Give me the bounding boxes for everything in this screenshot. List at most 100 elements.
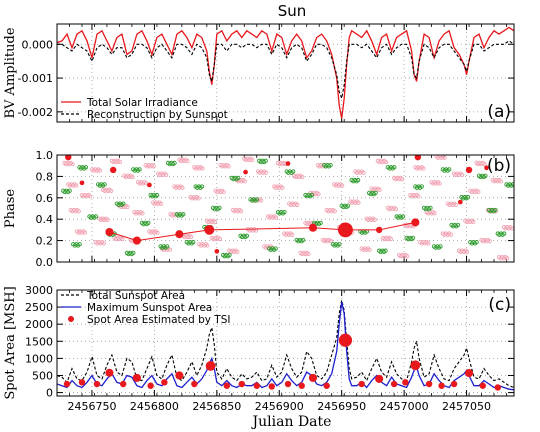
point-green	[465, 195, 471, 200]
point-pink	[432, 211, 437, 216]
point-green	[164, 244, 170, 249]
point-red	[119, 380, 127, 388]
point-pink	[367, 247, 372, 252]
y-tick-label: 2500	[25, 301, 53, 314]
point-pink	[151, 164, 156, 169]
point-pink	[442, 155, 447, 160]
point-pink	[416, 194, 421, 199]
point-red	[284, 380, 292, 388]
point-pink	[471, 219, 476, 225]
point-pink	[280, 185, 285, 190]
y-tick-label: 500	[32, 369, 53, 382]
point-pink	[498, 179, 503, 184]
plot-frame	[56, 23, 515, 123]
y-tick-label: 0.4	[36, 213, 54, 226]
point-green	[400, 214, 406, 219]
point-pink	[70, 162, 75, 167]
point-red	[109, 166, 117, 174]
point-red	[65, 155, 72, 161]
point-red	[79, 180, 85, 186]
point-pink	[109, 188, 114, 194]
y-tick-label: 0.8	[36, 170, 54, 183]
point-green	[355, 177, 361, 183]
panel-2: 0.0 0.2 0.4 0.6 0.8 1.0 (b) Phase	[3, 149, 515, 269]
point-green	[328, 162, 333, 168]
legend-entry: Spot Area Estimated by TSI	[68, 314, 230, 326]
y-tick-label: 1.0	[36, 149, 54, 162]
point-green	[419, 184, 424, 189]
legend-label: Maximum Sunspot Area	[87, 302, 212, 314]
point-pink	[130, 174, 135, 180]
point-green	[67, 188, 72, 193]
point-pink	[196, 196, 201, 201]
y-axis-label: Phase	[3, 189, 18, 229]
point-pink	[200, 166, 205, 171]
data-area	[61, 155, 514, 261]
point-green	[121, 201, 126, 206]
point-green	[392, 165, 397, 170]
panel-1: 0.000 -0.001 -0.002 (a) BV Amplitude Total So…	[3, 23, 515, 123]
point-red	[390, 380, 398, 388]
point-red	[410, 360, 421, 371]
point-green	[447, 167, 452, 172]
point-green	[345, 203, 351, 208]
y-tick-label: 0.0	[36, 256, 54, 269]
y-axis-label: Spot Area [MSH]	[3, 286, 18, 399]
y-tick-label: 1500	[25, 335, 53, 348]
point-green	[131, 250, 136, 255]
point-green	[438, 244, 443, 249]
x-tick-label: 2456850	[192, 400, 241, 413]
point-pink	[300, 174, 305, 180]
point-pink	[295, 202, 300, 207]
point-red	[243, 169, 248, 175]
point-green	[217, 205, 222, 211]
point-pink	[372, 217, 377, 222]
point-pink	[316, 191, 321, 197]
point-red	[175, 371, 184, 380]
point-green	[273, 246, 278, 251]
point-red	[438, 382, 445, 389]
point-pink	[238, 209, 244, 214]
point-red	[253, 382, 260, 389]
point-red	[484, 165, 489, 171]
data-area	[57, 26, 514, 119]
panel-label: (b)	[487, 156, 511, 176]
point-red	[205, 361, 216, 371]
point-red	[338, 333, 353, 347]
point-red	[268, 383, 275, 390]
point-green	[510, 182, 514, 187]
phase-connector-line	[109, 221, 416, 242]
x-tick-label: 2456800	[130, 400, 179, 413]
point-green	[309, 192, 315, 198]
point-red	[132, 373, 141, 382]
point-red	[308, 373, 318, 382]
x-tick-label: 2456900	[255, 400, 304, 413]
plot-frame	[56, 154, 515, 263]
point-pink	[263, 170, 269, 175]
point-green	[137, 167, 142, 172]
legend-entry: Maximum Sunspot Area	[61, 302, 212, 314]
point-red	[358, 380, 365, 388]
point-pink	[205, 243, 210, 248]
point-pink	[290, 232, 295, 237]
series-line-reconstruction-by-sunspot	[57, 40, 514, 101]
point-red	[191, 380, 198, 388]
point-red	[298, 382, 305, 389]
point-pink	[163, 172, 169, 178]
point-pink	[226, 164, 231, 169]
point-pink	[140, 211, 145, 216]
series-line-total-solar-irradiance	[57, 26, 514, 119]
x-tick-label: 2456750	[67, 400, 116, 413]
legend-label: Spot Area Estimated by TSI	[87, 314, 230, 326]
legend-entry: Total Solar Irradiance	[61, 97, 198, 109]
y-tick-label: 0.6	[36, 192, 54, 205]
point-green	[290, 169, 296, 174]
figure-title: Sun	[278, 2, 307, 20]
point-pink	[120, 236, 125, 242]
x-axis-label: Julian Date	[251, 414, 332, 430]
point-pink	[155, 230, 160, 235]
point-green	[300, 237, 306, 243]
y-axis-label: BV Amplitude	[3, 27, 18, 118]
point-pink	[332, 209, 337, 214]
y-tick-label: 0	[46, 387, 53, 400]
